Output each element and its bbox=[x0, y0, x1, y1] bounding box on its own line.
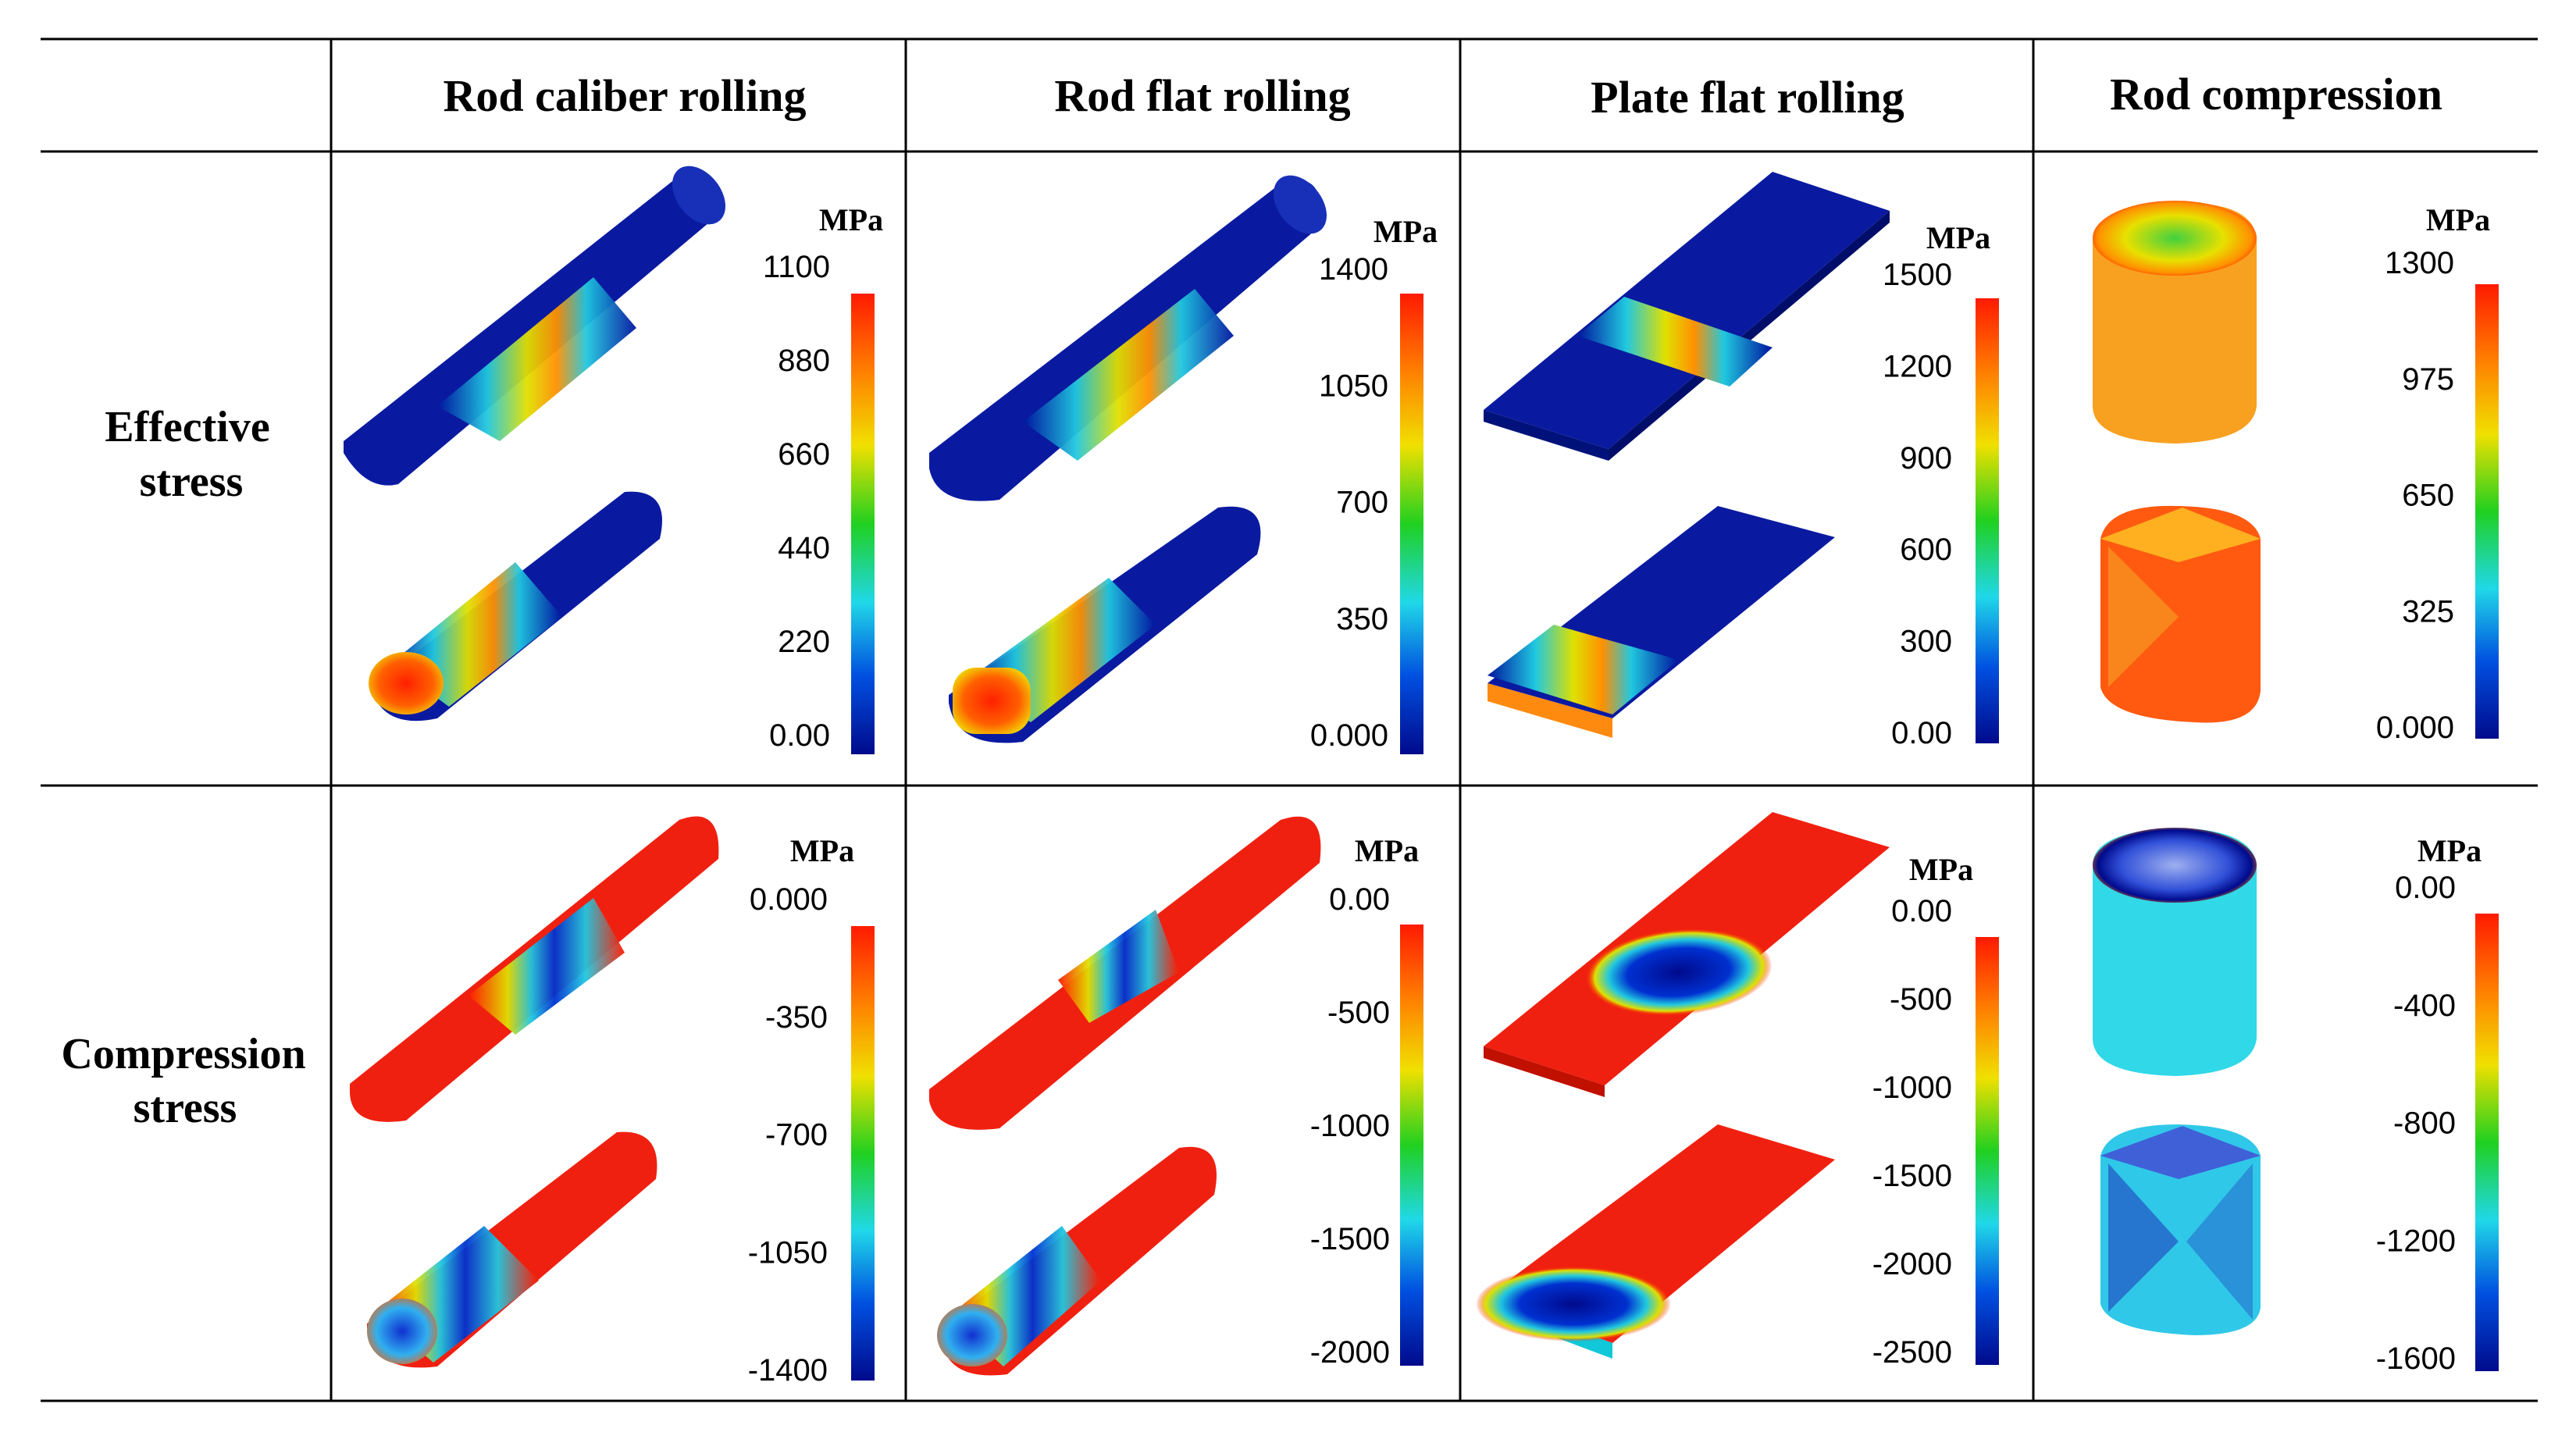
header-rod-flat-rolling: Rod flat rolling bbox=[1054, 70, 1350, 121]
model-rod-caliber-compression bbox=[350, 816, 719, 1368]
column-headers: Rod caliber rolling Rod flat rolling Pla… bbox=[443, 69, 2442, 123]
tick-label-r2-c3-5: -2500 bbox=[1872, 1335, 1952, 1370]
tick-label-r2-c4-2: -800 bbox=[2393, 1106, 2456, 1141]
model-plate-flat-effective bbox=[1484, 172, 1890, 738]
model-rod-flat-effective bbox=[929, 175, 1327, 743]
row-label-compression-line2: stress bbox=[134, 1084, 237, 1132]
tick-label-r2-c1-1: -350 bbox=[765, 1000, 828, 1035]
tick-label-r1-c2-1: 1050 bbox=[1319, 369, 1388, 403]
tick-label-r1-c2-3: 350 bbox=[1336, 602, 1388, 636]
tick-label-r2-c3-2: -1000 bbox=[1872, 1071, 1952, 1105]
unit-r2-c4: MPa bbox=[2417, 833, 2482, 868]
unit-labels: MPa MPa MPa MPa MPa MPa MPa MPa bbox=[790, 202, 2490, 887]
tick-label-r1-c1-2: 660 bbox=[778, 437, 830, 472]
model-rod-compression-compression bbox=[2093, 828, 2261, 1335]
tick-label-r1-c4-0: 1300 bbox=[2385, 246, 2454, 280]
tick-label-r1-c1-5: 0.00 bbox=[769, 718, 830, 753]
model-rod-flat-compression bbox=[929, 816, 1321, 1376]
tick-label-r1-c1-3: 440 bbox=[778, 531, 830, 565]
tick-label-r1-c3-5: 0.00 bbox=[1891, 716, 1952, 750]
tick-label-r1-c4-3: 325 bbox=[2402, 594, 2454, 629]
tick-label-r2-c1-0: 0.000 bbox=[750, 882, 828, 917]
tick-label-r1-c4-4: 0.000 bbox=[2376, 711, 2454, 745]
tick-label-r2-c1-2: -700 bbox=[765, 1118, 828, 1153]
model-rod-compression-effective bbox=[2093, 201, 2261, 723]
colorbar-tick-labels: 1100 880 660 440 220 0.00 1400 1050 700 350 0.000 1… bbox=[748, 246, 2456, 1388]
unit-r1-c1: MPa bbox=[819, 202, 883, 237]
tick-label-r2-c4-4: -1600 bbox=[2376, 1341, 2456, 1376]
tick-label-r1-c2-2: 700 bbox=[1336, 486, 1388, 520]
colorbar-r2-c3 bbox=[1976, 937, 1999, 1365]
tick-label-r1-c3-2: 900 bbox=[1900, 441, 1952, 476]
table-grid bbox=[41, 37, 2538, 1402]
tick-label-r1-c4-1: 975 bbox=[2402, 362, 2454, 397]
unit-r2-c3: MPa bbox=[1909, 852, 1973, 887]
colorbar-r1-c4 bbox=[2475, 284, 2499, 739]
tick-label-r2-c4-0: 0.00 bbox=[2395, 871, 2456, 905]
colorbar-r1-c3 bbox=[1976, 298, 1999, 743]
row-label-compression-line1: Compression bbox=[61, 1030, 305, 1078]
tick-label-r2-c3-3: -1500 bbox=[1872, 1159, 1952, 1193]
tick-label-r1-c3-1: 1200 bbox=[1883, 349, 1952, 383]
row-label-effective-line1: Effective bbox=[105, 403, 269, 451]
tick-label-r2-c2-0: 0.00 bbox=[1329, 882, 1390, 917]
tick-label-r2-c3-4: -2000 bbox=[1872, 1247, 1952, 1281]
tick-label-r2-c2-2: -1000 bbox=[1310, 1109, 1390, 1143]
tick-label-r2-c2-3: -1500 bbox=[1310, 1222, 1390, 1256]
tick-label-r1-c4-2: 650 bbox=[2402, 479, 2454, 513]
unit-r1-c3: MPa bbox=[1926, 220, 1990, 255]
row-labels: Effective stress Compression stress bbox=[61, 403, 305, 1132]
tick-label-r1-c3-0: 1500 bbox=[1883, 258, 1952, 292]
colorbar-r2-c1 bbox=[851, 926, 875, 1381]
colorbar-r1-c2 bbox=[1400, 294, 1423, 754]
tick-label-r1-c1-0: 1100 bbox=[763, 250, 830, 284]
tick-label-r1-c2-0: 1400 bbox=[1319, 252, 1388, 287]
colorbar-r2-c2 bbox=[1400, 925, 1423, 1366]
model-plate-flat-compression bbox=[1476, 812, 1890, 1359]
tick-label-r2-c2-4: -2000 bbox=[1310, 1335, 1390, 1370]
tick-label-r1-c3-4: 300 bbox=[1900, 625, 1952, 659]
model-rod-caliber-effective bbox=[344, 166, 725, 722]
tick-label-r2-c4-1: -400 bbox=[2393, 989, 2456, 1023]
colorbars bbox=[851, 284, 2499, 1381]
tick-label-r2-c2-1: -500 bbox=[1327, 996, 1390, 1030]
tick-label-r1-c1-1: 880 bbox=[778, 344, 830, 378]
header-rod-caliber-rolling: Rod caliber rolling bbox=[443, 70, 806, 121]
unit-r2-c1: MPa bbox=[790, 833, 854, 868]
row-label-effective-line2: stress bbox=[140, 458, 244, 506]
tick-label-r2-c3-0: 0.00 bbox=[1891, 894, 1952, 928]
tick-label-r2-c3-1: -500 bbox=[1890, 982, 1952, 1017]
tick-label-r1-c3-3: 600 bbox=[1900, 533, 1952, 567]
unit-r1-c4: MPa bbox=[2426, 202, 2490, 237]
unit-r2-c2: MPa bbox=[1355, 833, 1419, 868]
unit-r1-c2: MPa bbox=[1374, 214, 1438, 249]
tick-label-r2-c1-4: -1400 bbox=[748, 1353, 828, 1388]
header-plate-flat-rolling: Plate flat rolling bbox=[1591, 72, 1904, 123]
header-rod-compression: Rod compression bbox=[2110, 69, 2442, 119]
colorbar-r2-c4 bbox=[2475, 914, 2499, 1371]
tick-label-r2-c4-3: -1200 bbox=[2376, 1224, 2456, 1258]
tick-label-r2-c1-3: -1050 bbox=[748, 1235, 828, 1270]
tick-label-r1-c2-4: 0.000 bbox=[1310, 718, 1388, 753]
colorbar-r1-c1 bbox=[851, 294, 875, 754]
tick-label-r1-c1-4: 220 bbox=[778, 625, 830, 659]
